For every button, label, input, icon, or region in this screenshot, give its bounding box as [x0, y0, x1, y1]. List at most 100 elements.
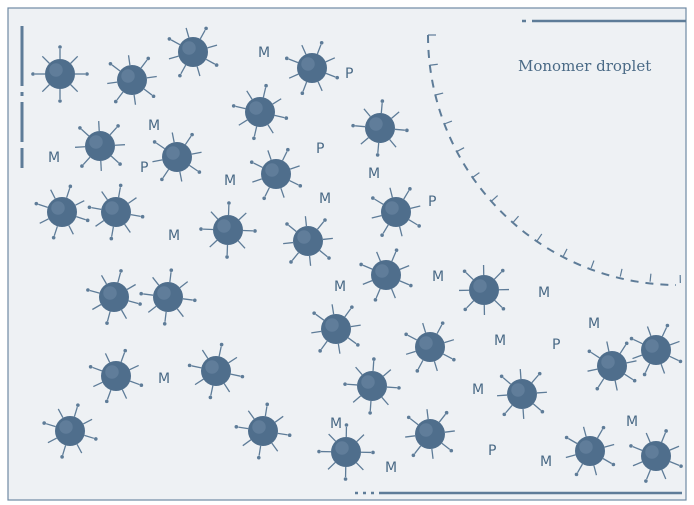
surfactant-head: [109, 236, 114, 241]
surfactant-tail: [106, 311, 111, 322]
surfactant-tail: [426, 409, 429, 420]
surfactant-tail: [431, 448, 434, 459]
surfactant-tail: [391, 288, 396, 299]
surfactant-head: [234, 424, 239, 429]
surfactant-tail: [182, 298, 193, 301]
surfactant-tail: [619, 344, 627, 354]
surfactant-tail: [82, 156, 91, 166]
micelle-highlight: [369, 117, 383, 131]
micelle: [167, 26, 219, 78]
surfactant-tail: [288, 224, 297, 233]
surfactant-tail: [325, 57, 336, 63]
surfactant-tail: [289, 179, 299, 186]
surfactant-tail: [316, 221, 325, 230]
surfactant-tail: [355, 125, 366, 128]
surfactant-tail: [92, 366, 103, 372]
surfactant-tail: [75, 146, 86, 148]
surfactant-tail: [104, 353, 111, 363]
surfactant-tail: [238, 212, 247, 221]
surfactant-head: [204, 26, 208, 31]
micelle: [371, 187, 421, 237]
surfactant-tail: [669, 445, 680, 451]
micelle-highlight: [166, 146, 180, 160]
surfactant-tail: [237, 240, 246, 249]
surfactant-tail: [152, 276, 160, 286]
surfactant-tail: [408, 219, 418, 226]
surfactant-tail: [531, 374, 539, 384]
surfactant-tail: [57, 408, 64, 419]
micelle-highlight: [157, 286, 171, 300]
micelle: [458, 264, 510, 316]
surfactant-head: [287, 433, 292, 438]
surfactant-tail: [170, 39, 181, 46]
droplet-surface-tick: [512, 215, 519, 223]
surfactant-tail: [70, 55, 79, 64]
surfactant-tail: [466, 300, 475, 309]
surfactant-head: [632, 378, 637, 383]
micelle: [283, 216, 333, 266]
polymer-label: P: [552, 337, 560, 353]
surfactant-head: [444, 410, 449, 415]
surfactant-head: [199, 227, 203, 231]
surfactant-tail: [590, 351, 600, 359]
monomer-label: M: [368, 166, 380, 182]
micelle-highlight: [121, 69, 135, 83]
surfactant-tail: [283, 241, 294, 245]
surfactant-tail: [632, 461, 643, 467]
surfactant-tail: [107, 81, 118, 85]
surfactant-tail: [274, 114, 285, 119]
surfactant-tail: [407, 334, 418, 341]
surfactant-tail: [62, 445, 67, 456]
surfactant-head: [160, 177, 164, 182]
surfactant-head: [406, 415, 411, 420]
polymer-label: P: [316, 141, 324, 157]
droplet-surface-tick: [619, 268, 623, 277]
surfactant-head: [197, 170, 202, 174]
surfactant-tail: [128, 300, 139, 305]
surfactant-tail: [121, 389, 128, 399]
surfactant-tail: [120, 309, 128, 319]
surfactant-tail: [328, 433, 337, 442]
surfactant-tail: [271, 442, 279, 452]
surfactant-head: [108, 61, 113, 66]
surfactant-head: [138, 302, 142, 306]
surfactant-head: [629, 444, 633, 448]
surfactant-tail: [604, 443, 615, 448]
surfactant-head: [249, 160, 254, 164]
surfactant-head: [140, 214, 145, 219]
surfactant-head: [368, 411, 372, 415]
surfactant-tail: [277, 432, 288, 436]
monomer-label: M: [258, 45, 270, 61]
surfactant-head: [644, 479, 648, 483]
surfactant-head: [344, 423, 349, 427]
surfactant-tail: [633, 338, 643, 345]
surfactant-tail: [394, 128, 405, 131]
droplet-surface-tick: [456, 147, 465, 152]
micelle-highlight: [217, 219, 231, 233]
surfactant-tail: [316, 44, 322, 55]
surfactant-tail: [267, 124, 274, 134]
surfactant-tail: [661, 327, 668, 337]
surfactant-head: [78, 126, 82, 130]
surfactant-tail: [372, 361, 375, 372]
surfactant-tail: [315, 313, 325, 321]
surfactant-tail: [606, 341, 610, 352]
micelle-highlight: [645, 445, 659, 459]
surfactant-head: [169, 268, 174, 273]
surfactant-tail: [505, 404, 513, 414]
micelle-highlight: [182, 41, 196, 55]
surfactant-tail: [587, 368, 598, 372]
surfactant-head: [85, 218, 90, 223]
surfactant-tail: [362, 280, 373, 285]
micelle-highlight: [645, 339, 659, 353]
micelle: [629, 429, 683, 483]
surfactant-tail: [127, 55, 131, 66]
surfactant-head: [300, 91, 305, 96]
surfactant-tail: [322, 237, 333, 241]
surfactant-tail: [155, 142, 165, 150]
surfactant-tail: [47, 437, 58, 444]
surfactant-tail: [162, 169, 170, 179]
surfactant-head: [264, 83, 268, 88]
surfactant-head: [462, 269, 467, 274]
surfactant-head: [371, 450, 375, 455]
